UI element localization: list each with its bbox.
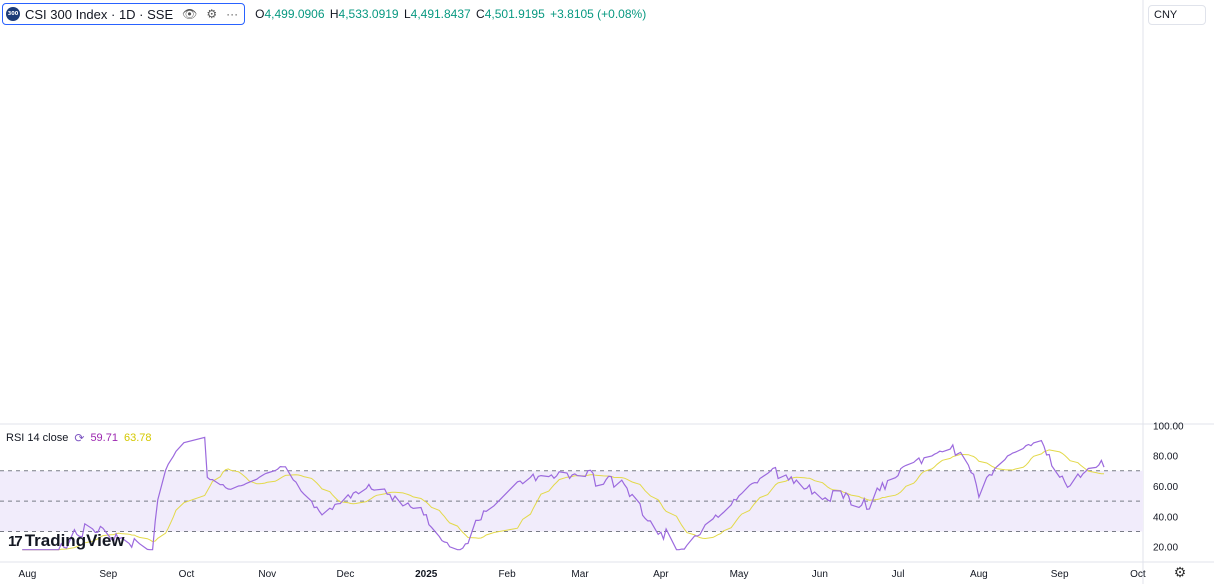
- rsi-tick-label: 100.00: [1153, 421, 1184, 432]
- low-value: 4,491.8437: [410, 7, 471, 21]
- time-tick-label: 2025: [415, 569, 438, 580]
- symbol-legend: 300 CSI 300 Index · 1D · SSE 👁 ⚙ ··· O4,…: [2, 3, 648, 25]
- gear-icon[interactable]: ⚙: [206, 7, 218, 21]
- symbol-search-button[interactable]: 300 CSI 300 Index · 1D · SSE 👁 ⚙ ···: [2, 3, 246, 25]
- time-tick-label: Dec: [337, 569, 355, 580]
- rsi-pane: [0, 436, 1143, 551]
- currency-label: CNY: [1154, 9, 1178, 21]
- symbol-title: CSI 300 Index · 1D · SSE: [25, 6, 174, 22]
- close-value: 4,501.9195: [484, 7, 545, 21]
- rsi-line: [22, 436, 1105, 551]
- low-label: L: [403, 7, 411, 21]
- time-tick-label: Jul: [892, 569, 905, 580]
- time-tick-label: Nov: [258, 569, 276, 580]
- time-tick-label: Sep: [99, 569, 117, 580]
- time-tick-label: Feb: [498, 569, 516, 580]
- time-tick-label: Oct: [179, 569, 195, 580]
- more-icon[interactable]: ···: [226, 7, 239, 21]
- open-label: O: [255, 7, 265, 21]
- tradingview-mark-icon: 17: [8, 532, 23, 550]
- rsi-tick-label: 60.00: [1153, 482, 1178, 493]
- time-tick-label: Aug: [19, 569, 37, 580]
- rsi-tick-label: 20.00: [1153, 543, 1178, 554]
- change-value: +3.8105 (+0.08%): [550, 7, 647, 21]
- high-label: H: [329, 7, 339, 21]
- time-tick-label: Jun: [812, 569, 828, 580]
- tradingview-wordmark: TradingView: [24, 531, 125, 550]
- rsi-tick-label: 40.00: [1153, 512, 1178, 523]
- time-tick-label: Aug: [970, 569, 988, 580]
- tradingview-logo[interactable]: 17 TradingView: [8, 531, 125, 551]
- rsi-ma-value: 63.78: [123, 432, 152, 444]
- time-tick-label: Oct: [1130, 569, 1146, 580]
- rsi-axis: 100.00 80.00 60.00 40.00 20.00: [1153, 421, 1184, 553]
- time-axis: Aug Sep Oct Nov Dec 2025 Feb Mar Apr May Jun Jul Aug…: [19, 569, 1146, 580]
- time-tick-label: May: [730, 569, 749, 580]
- rsi-label: RSI 14 close: [6, 432, 69, 444]
- time-tick-label: Apr: [653, 569, 669, 580]
- chart-settings-icon[interactable]: ⚙: [1173, 563, 1187, 580]
- ohlc-values: O4,499.0906 H4,533.0919 L4,491.8437 C4,5…: [255, 7, 648, 21]
- time-tick-label: Sep: [1051, 569, 1069, 580]
- eye-icon[interactable]: 👁: [182, 7, 198, 21]
- rsi-legend: RSI 14 close ⟳ 59.71 63.78: [6, 431, 152, 445]
- rsi-tick-label: 80.00: [1153, 452, 1178, 463]
- currency-selector[interactable]: CNY: [1148, 5, 1206, 25]
- csi300-logo-icon: 300: [6, 7, 20, 21]
- high-value: 4,533.0919: [338, 7, 399, 21]
- close-label: C: [476, 7, 485, 21]
- open-value: 4,499.0906: [264, 7, 325, 21]
- time-tick-label: Mar: [571, 569, 589, 580]
- rsi-value: 59.71: [90, 432, 118, 444]
- refresh-icon[interactable]: ⟳: [74, 431, 85, 445]
